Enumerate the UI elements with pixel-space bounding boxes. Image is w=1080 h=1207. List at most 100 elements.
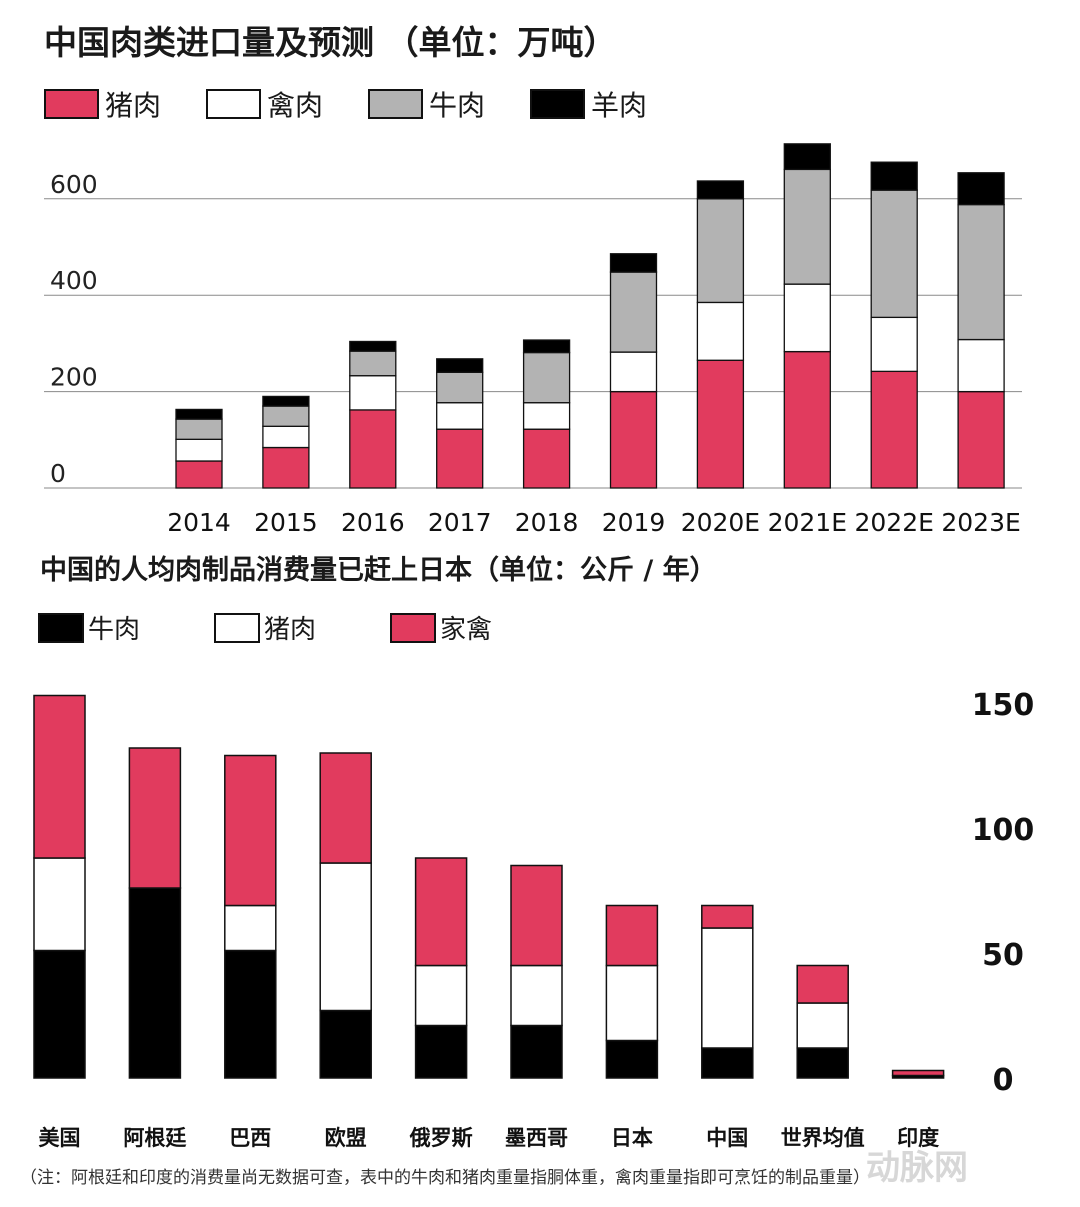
bar-segment — [224, 904, 277, 952]
bar-segment — [414, 964, 468, 1027]
chart2-plot: 0 50 100 150 美国 阿根廷 巴西 欧盟 俄罗斯 墨西哥 日本 中国 世界均值 印度 — [33, 688, 1035, 1150]
legend-item-poultry: 禽肉 — [206, 84, 368, 124]
bar-segment — [319, 862, 372, 1012]
bar-segment — [262, 395, 310, 407]
x-tick-label: 2020E — [681, 508, 760, 537]
bar-segment — [796, 964, 849, 1004]
x-tick-label: 2017 — [428, 508, 492, 537]
bar-segment — [957, 203, 1005, 341]
legend-item-pork: 猪肉 — [44, 84, 206, 124]
bar-segment — [783, 350, 831, 489]
x-tick-label: 俄罗斯 — [409, 1126, 473, 1150]
y-tick-label: 150 — [972, 688, 1035, 723]
bar-segment — [957, 390, 1005, 489]
bar-segment — [870, 370, 918, 489]
legend2-swatch-pork — [214, 612, 260, 643]
y-tick-label: 400 — [50, 266, 98, 295]
bar-segment — [436, 428, 484, 489]
x-tick-label: 印度 — [897, 1126, 939, 1150]
bar-segment — [870, 316, 918, 373]
x-tick-label: 2018 — [515, 508, 579, 537]
bar-segment — [33, 857, 86, 952]
bar-segment — [349, 375, 397, 411]
bar-segment — [605, 904, 659, 967]
bar-segment — [436, 358, 484, 373]
y-tick-label: 100 — [972, 813, 1035, 848]
x-tick-label: 2015 — [254, 508, 318, 537]
bar-segment — [870, 189, 918, 319]
x-tick-label: 2022E — [854, 508, 933, 537]
bar-segment — [175, 460, 223, 489]
bar-segment — [522, 402, 571, 430]
chart1-plot: 0 200 400 600 2014 2015 2016 2017 2018 2019 2020E 2… — [44, 143, 1022, 537]
legend-swatch-poultry — [206, 89, 261, 119]
legend-item-mutton: 羊肉 — [530, 84, 692, 124]
bar-segment — [605, 964, 659, 1042]
bar-segment — [522, 351, 571, 404]
legend-label-pork: 猪肉 — [105, 89, 162, 122]
bar-segment — [696, 180, 745, 200]
bar-segment — [262, 446, 310, 489]
legend-label-poultry: 禽肉 — [267, 89, 324, 122]
legend-label-mutton: 羊肉 — [591, 89, 648, 122]
bar-segment — [870, 161, 918, 191]
bar-segment — [796, 1002, 849, 1049]
bar-segment — [510, 864, 563, 967]
footnote: （注：阿根廷和印度的消费量尚无数据可查，表中的牛肉和猪肉重量指胴体重，禽肉重量指… — [20, 1168, 870, 1188]
x-tick-label: 欧盟 — [325, 1126, 367, 1150]
bar-segment — [224, 949, 277, 1079]
y-tick-label: 200 — [50, 363, 98, 392]
bar-segment — [33, 949, 86, 1079]
bar-segment — [510, 1024, 563, 1079]
x-tick-label: 美国 — [39, 1126, 81, 1150]
legend-swatch-beef — [368, 89, 423, 119]
x-tick-label: 世界均值 — [781, 1126, 865, 1150]
bar-segment — [349, 350, 397, 377]
bar-segment — [696, 198, 745, 304]
bar-segment — [957, 338, 1005, 393]
bar-segment — [175, 408, 223, 420]
x-tick-label: 2019 — [602, 508, 666, 537]
x-tick-label: 阿根廷 — [123, 1126, 187, 1150]
chart2-title: 中国的人均肉制品消费量已赶上日本（单位：公斤 / 年） — [40, 555, 717, 586]
bar-segment — [33, 694, 86, 859]
bar-segment — [609, 390, 658, 489]
bar-segment — [128, 747, 182, 889]
legend-label-beef: 牛肉 — [429, 89, 486, 122]
bar-segment — [957, 172, 1005, 206]
bar-segment — [522, 339, 571, 354]
bar-segment — [414, 1024, 468, 1079]
legend-swatch-pork — [44, 89, 99, 119]
chart2-legend: 牛肉 猪肉 家禽 — [38, 609, 566, 646]
x-tick-label: 日本 — [611, 1126, 653, 1150]
legend2-label-pork: 猪肉 — [264, 615, 317, 645]
bar-segment — [522, 428, 571, 489]
bar-segment — [696, 359, 745, 489]
bar-segment — [414, 857, 468, 967]
chart1-title: 中国肉类进口量及预测 （单位：万吨） — [44, 23, 617, 62]
bar-segment — [128, 887, 182, 1079]
bar-segment — [510, 964, 563, 1027]
x-tick-label: 中国 — [706, 1126, 748, 1150]
bar-segment — [701, 1047, 754, 1079]
bar-segment — [224, 754, 277, 907]
x-tick-label: 2014 — [167, 508, 231, 537]
bar-segment — [783, 168, 831, 285]
x-tick-label: 巴西 — [229, 1126, 271, 1150]
bar-segment — [609, 253, 658, 273]
bar-segment — [891, 1069, 945, 1077]
x-tick-label: 2021E — [768, 508, 847, 537]
bar-segment — [701, 927, 754, 1049]
legend-item-beef: 牛肉 — [368, 84, 530, 124]
x-tick-label: 2016 — [341, 508, 405, 537]
watermark-logo: 动脉网 — [866, 1148, 968, 1188]
legend2-swatch-poultry — [390, 612, 436, 643]
bar-segment — [605, 1039, 659, 1079]
bar-segment — [319, 752, 372, 864]
legend2-label-beef: 牛肉 — [88, 615, 141, 645]
y-tick-label: 50 — [982, 938, 1024, 973]
legend2-item-poultry: 家禽 — [390, 609, 566, 646]
legend2-item-pork: 猪肉 — [214, 609, 390, 646]
bar-segment — [436, 371, 484, 404]
bar-segment — [319, 1009, 372, 1079]
